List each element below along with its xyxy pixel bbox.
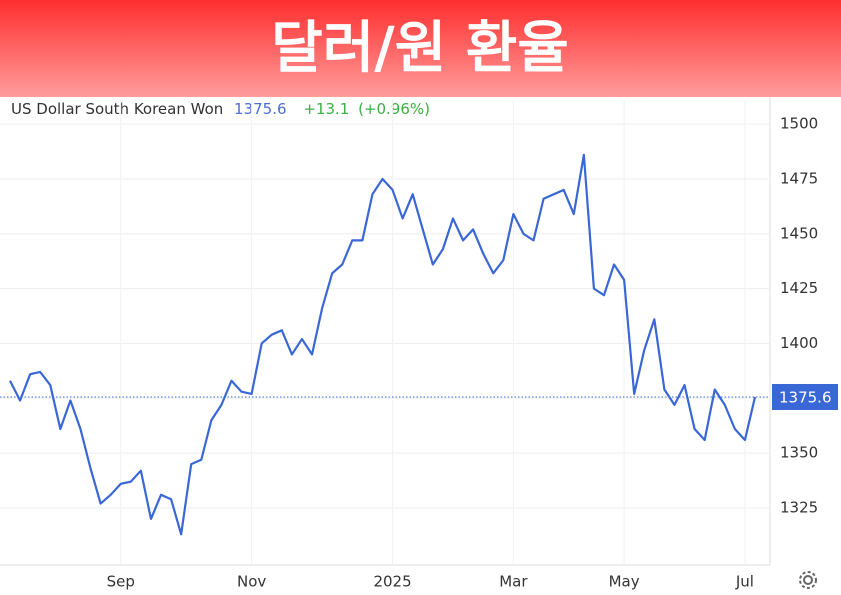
change-pct: (+0.96%) <box>358 100 430 118</box>
settings-icon[interactable] <box>799 571 817 589</box>
y-tick-label: 1450 <box>780 224 818 242</box>
last-value: 1375.6 <box>234 100 287 118</box>
title-banner <box>0 0 841 97</box>
change: +13.1 <box>303 100 349 118</box>
last-value-label: 1375.6 <box>779 388 832 406</box>
chart-title: 달러/원 환율 <box>271 16 569 81</box>
series-name: US Dollar South Korean Won <box>11 100 223 118</box>
x-tick-label: Mar <box>499 573 528 591</box>
y-tick-label: 1475 <box>780 169 818 187</box>
x-tick-label: Jul <box>735 573 754 591</box>
y-tick-label: 1500 <box>780 115 818 133</box>
line <box>9 153 757 536</box>
y-tick-label: 1325 <box>780 498 818 516</box>
x-tick-label: Nov <box>237 573 266 591</box>
header: US Dollar South Korean Won 1375.6 +13.1 … <box>11 100 430 118</box>
x-tick-label: May <box>609 573 640 591</box>
y-tick-label: 1400 <box>780 334 818 352</box>
x-tick-label: Sep <box>107 573 135 591</box>
x-tick-label: 2025 <box>373 573 411 591</box>
last-value-box <box>772 383 838 410</box>
y-tick-label: 1350 <box>780 444 818 462</box>
y-tick-label: 1425 <box>780 279 818 297</box>
